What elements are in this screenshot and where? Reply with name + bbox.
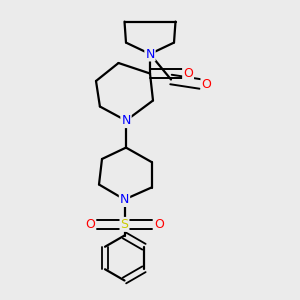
Text: N: N — [120, 193, 129, 206]
Text: S: S — [121, 218, 128, 231]
Text: O: O — [154, 218, 164, 231]
Text: O: O — [85, 218, 95, 231]
Text: N: N — [121, 114, 131, 127]
Text: N: N — [145, 47, 155, 61]
Text: O: O — [183, 67, 193, 80]
Text: O: O — [202, 77, 211, 91]
